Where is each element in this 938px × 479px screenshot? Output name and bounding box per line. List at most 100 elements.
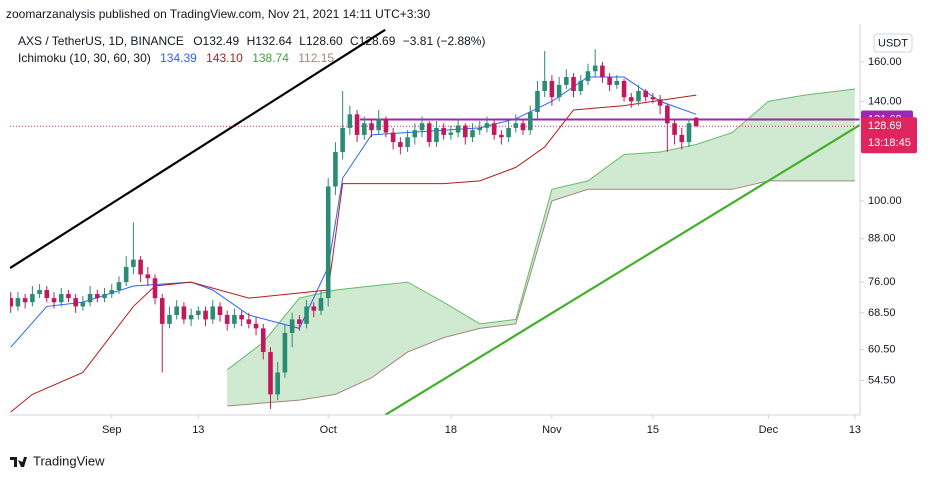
y-tick-label: 54.50 (868, 374, 896, 386)
candle-body (51, 298, 57, 303)
x-tick-label: Oct (320, 424, 337, 436)
ohlc: L128.60 (299, 34, 343, 48)
candle-body (542, 80, 547, 91)
brand-name[interactable]: TradingView (33, 453, 105, 468)
candle-body (260, 328, 266, 353)
button-frame[interactable] (873, 33, 913, 53)
candles-layer (10, 49, 699, 409)
candle-body (37, 289, 42, 295)
candle-body (693, 117, 699, 127)
x-tick-label: 13 (849, 424, 861, 436)
span-b (227, 180, 855, 407)
indicator-line (10, 94, 697, 413)
candle-body (520, 123, 526, 131)
candle-body (102, 294, 107, 299)
candle-body (441, 127, 446, 135)
candle-body (268, 352, 273, 395)
candle-body (463, 125, 468, 138)
candle-body (217, 306, 223, 316)
brand-logo[interactable] (10, 457, 27, 467)
y-tick-label: 100.00 (868, 195, 902, 207)
candle-body (210, 306, 216, 320)
candle-body (564, 77, 569, 85)
candle-body (123, 266, 129, 283)
indicator-value: 134.39 (160, 51, 197, 65)
candle-body (628, 97, 634, 102)
candle-body (131, 259, 136, 267)
candle-body (398, 142, 403, 147)
candle-body (643, 90, 648, 98)
candle-body (80, 302, 86, 307)
candle-body (95, 294, 100, 299)
ohlc: −3.81 (−2.88%) (403, 34, 486, 48)
candle-body (167, 315, 172, 324)
candle-body (109, 289, 115, 295)
trend-line (10, 28, 386, 269)
y-tick-label: 160.00 (868, 56, 902, 68)
candle-body (448, 132, 454, 135)
cloud-fill (227, 88, 855, 406)
price-label: 128.69 (868, 120, 902, 132)
candle-body (405, 137, 410, 147)
button-text[interactable]: USDT (878, 37, 908, 49)
cloud-layer (226, 88, 856, 407)
candle-body (585, 71, 591, 81)
candle-body (614, 80, 620, 85)
publisher-line: zoomarzanalysis published on TradingView… (6, 7, 430, 21)
candle-body (325, 186, 331, 299)
candle-body (477, 127, 483, 131)
candle-body (196, 310, 201, 316)
countdown: 13:18:45 (868, 137, 911, 149)
price-label-box (861, 117, 917, 154)
candle-body (66, 294, 71, 299)
indicator-value: 143.10 (206, 51, 243, 65)
symbol-legend: AXS / TetherUS, 1D, BINANCE O132.49 H132… (18, 34, 485, 48)
candle-body (246, 319, 252, 324)
candle-body (333, 151, 338, 187)
x-tick-label: 13 (192, 424, 204, 436)
candle-body (152, 278, 158, 299)
candle-body (672, 123, 677, 135)
candle-body (87, 294, 93, 303)
candle-body (347, 114, 353, 128)
x-tick-label: Dec (759, 424, 779, 436)
axis-layer: 160.00140.00120.00100.0088.0076.0068.506… (10, 24, 917, 436)
indicator-value: 112.15 (298, 51, 334, 65)
ohlc: O132.49 (193, 34, 239, 48)
candle-body (253, 323, 259, 329)
candle-body (650, 97, 656, 100)
candle-body (499, 134, 504, 138)
y-tick-label: 140.00 (868, 95, 902, 107)
candle-body (361, 123, 367, 135)
candle-body (621, 80, 627, 98)
candle-body (549, 80, 555, 98)
candle-body (491, 123, 497, 135)
candle-body (239, 315, 244, 320)
candle-body (470, 130, 475, 138)
candle-body (15, 298, 21, 307)
candle-body (188, 315, 194, 320)
ohlc: H132.64 (247, 34, 293, 48)
candle-body (116, 282, 122, 290)
candle-body (455, 125, 461, 133)
candle-body (686, 123, 692, 143)
candle-body (592, 65, 598, 72)
candle-body (232, 315, 237, 324)
candle-body (174, 306, 179, 316)
currency-button[interactable]: USDT (873, 33, 913, 53)
candle-body (73, 298, 78, 307)
candle-body (203, 310, 208, 320)
candle-body (340, 127, 345, 152)
brand[interactable]: TradingView (10, 453, 105, 468)
candle-body (527, 112, 533, 131)
candle-body (535, 90, 540, 113)
candle-body (304, 306, 309, 324)
ohlc: C128.69 (350, 34, 396, 48)
indicator-name: Ichimoku (10, 30, 60, 30) (18, 51, 151, 65)
candle-body (383, 118, 389, 133)
candle-body (311, 306, 317, 311)
candle-body (44, 289, 50, 299)
y-tick-label: 68.50 (868, 307, 896, 319)
candle-body (665, 105, 670, 124)
